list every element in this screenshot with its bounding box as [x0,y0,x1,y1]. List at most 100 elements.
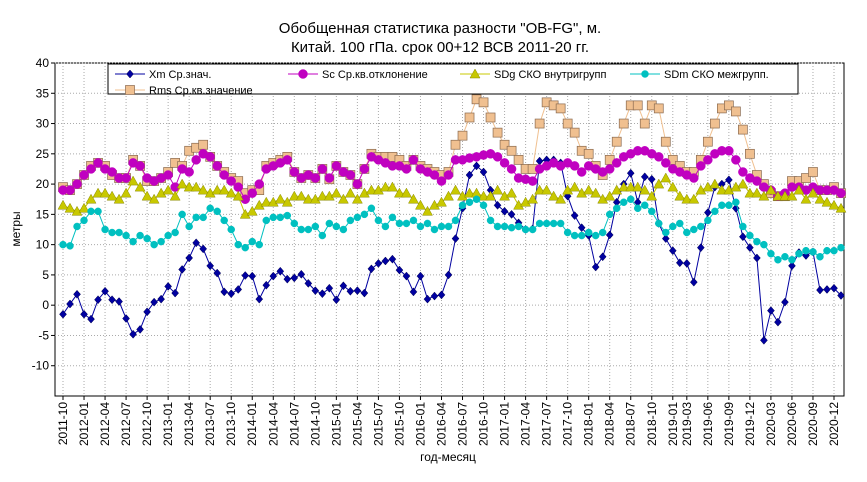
data-point [570,231,579,240]
data-point [702,181,714,192]
data-point [746,231,754,240]
data-point [605,210,614,219]
data-point [683,228,691,237]
data-point [323,190,335,201]
data-point [724,100,734,111]
data-point [548,190,560,201]
data-point [793,184,805,195]
data-point [416,271,425,281]
data-point [388,254,397,264]
data-point [795,249,803,258]
data-point [295,190,307,201]
data-point [99,187,111,198]
data-point [647,174,656,184]
data-point [690,225,698,234]
data-point [157,237,165,246]
data-point [247,188,257,198]
data-point [500,206,509,216]
data-point [605,230,614,240]
data-point [527,193,539,204]
y-tick-label: 20 [36,177,50,191]
data-point [597,193,609,204]
data-point [464,187,475,198]
data-point [171,228,179,237]
data-point [199,244,208,254]
data-point [696,161,706,171]
x-tick-label: 2015-10 [392,402,406,446]
x-tick-label: 2013-04 [182,402,196,446]
data-point [816,252,824,261]
data-point [802,246,810,255]
data-point [436,176,447,186]
data-point [94,295,102,305]
data-point [753,253,761,263]
data-point [164,231,172,240]
data-point [241,271,250,280]
data-point [732,203,740,213]
x-tick-label: 2011-10 [56,402,70,445]
y-tick-label: 35 [36,86,50,100]
data-point [465,198,474,207]
data-point [372,184,384,195]
x-tick-label: 2019-01 [666,402,680,446]
data-point [807,187,819,198]
data-point [233,182,243,192]
x-tick-label: 2016-04 [434,402,448,446]
data-point [716,184,728,195]
data-point [379,181,391,192]
legend-label: Xm Ср.знач. [149,69,211,81]
x-axis: 2011-10 2012-01 2012-04 2012-07 2012-10 2013-… [56,396,841,446]
data-point [141,190,153,201]
data-point [358,187,370,198]
data-point [302,193,314,204]
data-point [555,193,567,204]
data-point [143,307,151,317]
data-point [604,190,616,201]
data-point [317,164,328,174]
data-point [381,256,390,266]
data-point [157,294,165,304]
data-point [479,201,488,210]
data-point [241,243,249,252]
data-point [331,161,342,171]
data-point [409,287,418,297]
data-point [401,164,412,174]
data-point [135,161,145,171]
data-point [79,170,89,180]
data-point [344,187,356,198]
data-point [254,179,265,189]
data-point [450,139,461,150]
data-point [731,106,741,117]
data-point [101,225,109,234]
data-point [150,240,158,249]
data-point [737,178,749,189]
data-point [225,187,237,198]
data-point [346,216,355,225]
data-point [129,329,137,339]
data-point [227,289,236,299]
data-point [443,170,454,180]
data-point [591,231,600,240]
data-point [619,198,628,207]
data-point [232,190,244,201]
data-point [809,248,817,256]
data-point [779,190,791,201]
data-point [577,231,586,240]
data-point [108,295,116,305]
data-point [394,187,405,198]
data-point [709,178,721,189]
data-point [191,155,201,165]
data-point [304,225,313,234]
data-point [367,204,376,213]
data-point [178,265,186,274]
data-point [774,256,782,264]
data-point [611,136,622,147]
data-point [451,234,460,243]
data-point [219,170,229,180]
data-point [814,193,826,204]
data-point [106,190,118,201]
x-tick-label: 2020-06 [785,402,799,446]
data-point [633,204,642,213]
data-point [669,222,677,231]
data-point [388,213,397,222]
